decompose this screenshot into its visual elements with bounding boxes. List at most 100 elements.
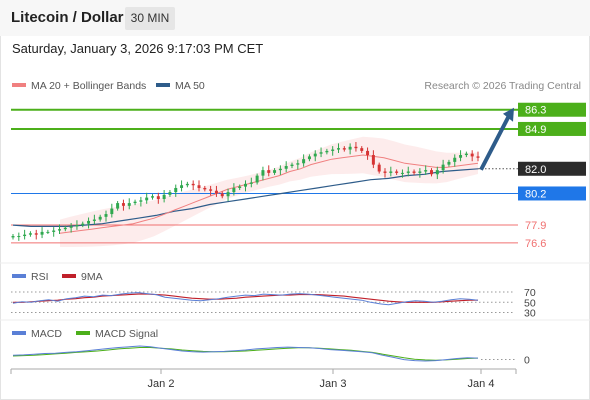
candle-body [319,152,323,154]
candle-body [389,171,393,173]
x-tick-label: Jan 2 [148,378,175,390]
candle-body [168,192,172,195]
forecast-arrow-shaft [479,114,511,171]
candle-body [75,225,79,227]
candle-body [40,231,44,235]
candle-body [121,203,125,206]
candle-body [110,208,114,215]
candle-body [63,227,67,230]
forecast-arrow-head [503,107,514,122]
candle-body [52,230,56,232]
bollinger-band [60,136,478,247]
candle-body [366,150,370,156]
legend-ma50: MA 50 [156,79,205,93]
level-text-77.9: 77.9 [525,220,546,232]
candle-body [395,171,399,173]
candle-body [313,153,317,157]
candle-body [174,187,178,193]
legend-macd-label: MACD [31,328,62,340]
candle-body [209,189,213,191]
candle-body [238,186,242,188]
level-text-80.2: 80.2 [525,188,546,200]
legend-macd-swatch [12,331,26,336]
candle-body [46,231,50,233]
candle-body [400,172,404,174]
candle-body [116,203,120,209]
candle-body [371,155,375,165]
macd-tick-label: 0 [524,355,530,367]
rsi-tick-label: 30 [524,307,536,319]
candle-body [156,196,160,199]
candle-body [214,190,218,194]
candle-body [133,201,137,204]
candle-body [226,192,230,197]
legend-rsi-ma-label: 9MA [81,271,103,283]
candle-body [28,233,32,235]
candle-body [325,150,329,153]
candle-body [139,200,143,202]
timeframe-button[interactable]: 30 MIN [125,7,175,30]
macd-line [12,345,479,362]
candle-body [296,163,300,165]
candle-body [464,153,468,156]
candle-body [267,170,271,173]
legend-macd-signal-label: MACD Signal [95,328,159,340]
candle-body [98,216,102,220]
candle-body [151,196,154,198]
candle-body [470,153,474,157]
legend-macd: MACD [12,327,62,341]
candle-body [284,166,288,169]
candle-body [162,194,166,199]
candle-body [92,219,96,221]
candle-body [127,203,131,206]
legend-rsi: RSI [12,270,49,284]
candle-body [406,171,410,173]
candle-body [23,234,27,237]
level-text-76.6: 76.6 [525,238,546,250]
candle-body [337,148,340,150]
candle-body [104,214,108,217]
level-text-86.3: 86.3 [525,105,546,117]
candle-body [430,170,433,175]
legend-macd-signal: MACD Signal [76,327,158,341]
research-credit: Research © 2026 Trading Central [424,80,581,92]
candle-body [307,156,311,160]
candle-body [244,183,247,187]
legend-rsi-label: RSI [31,271,49,283]
legend-rsi-swatch [12,274,26,279]
candle-body [354,146,358,149]
candle-body [441,164,445,171]
candle-body [69,226,73,228]
candle-body [273,170,277,173]
ma50-line [12,168,479,227]
candle-body [11,236,15,238]
candle-body [278,168,282,171]
candle-body [261,170,265,176]
candle-body [81,223,85,226]
candle-body [58,229,61,231]
rsi-line [12,292,479,306]
rsi-tick-label: 70 [524,287,536,299]
candle-body [453,157,457,162]
candle-body [191,183,195,186]
level-text-84.9: 84.9 [525,124,546,136]
datetime-label: Saturday, January 3, 2026 9:17:03 PM CET [12,41,264,56]
candle-body [145,197,149,201]
legend-ma20-swatch [12,83,26,88]
rsi-tick-label: 50 [524,297,536,309]
candle-body [342,148,346,150]
legend-ma50-swatch [156,83,170,88]
candle-body [331,149,335,151]
macd-signal-line [12,347,479,361]
level-text-82.0: 82.0 [525,164,546,176]
candle-body [180,185,184,188]
candle-body [220,193,224,197]
instrument-title: Litecoin / Dollar [11,9,124,26]
candle-body [255,175,259,183]
candle-body [203,187,207,190]
candle-body [348,146,352,150]
legend-rsi-ma: 9MA [62,270,103,284]
level-tag-84.9 [518,121,586,136]
candle-body [185,183,189,186]
